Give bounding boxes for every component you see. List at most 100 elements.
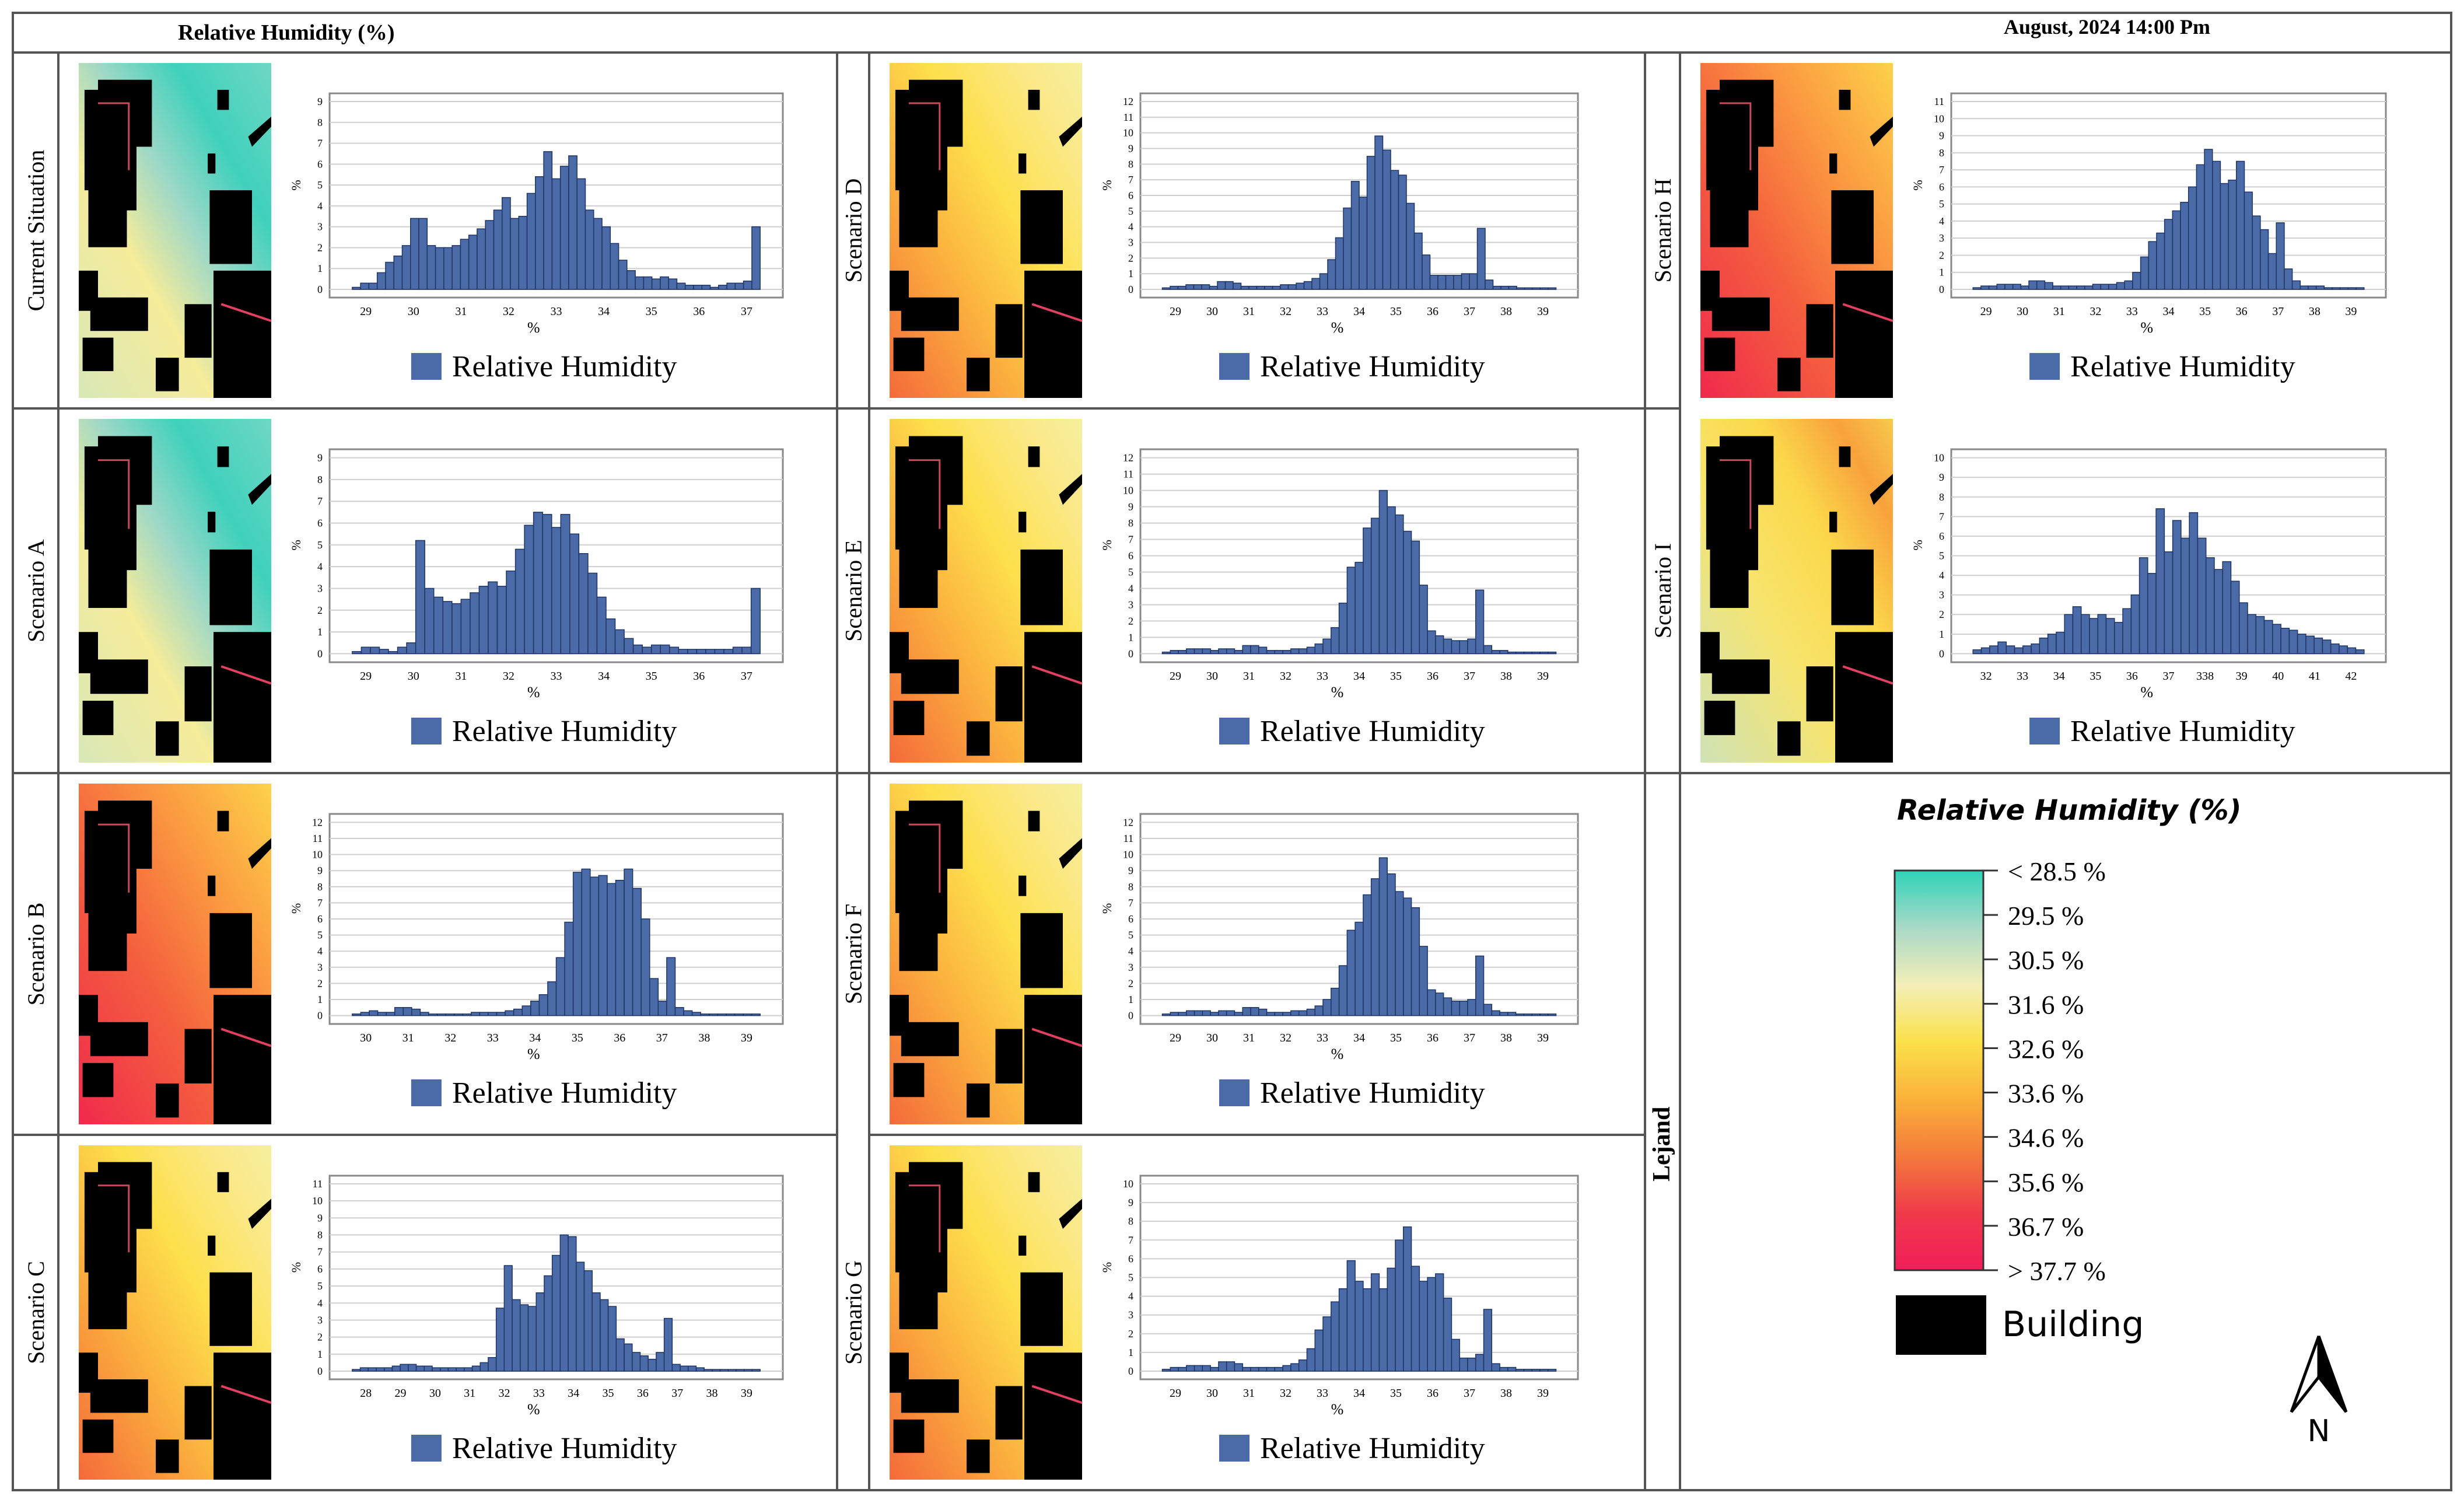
histogram-bar bbox=[1507, 651, 1517, 655]
y-tick-label: 12 bbox=[312, 816, 323, 828]
histogram-bar bbox=[751, 1013, 761, 1016]
histogram-bar bbox=[726, 282, 736, 290]
histogram-bar bbox=[2284, 268, 2293, 290]
histogram-bar bbox=[1193, 284, 1202, 290]
y-tick-label: 4 bbox=[317, 1297, 323, 1309]
x-tick-label: 35 bbox=[646, 305, 657, 318]
panel-label: Scenario I bbox=[1650, 543, 1676, 638]
y-axis-label: % bbox=[1100, 540, 1114, 550]
y-tick-label: 9 bbox=[317, 865, 323, 876]
histogram-bar bbox=[610, 243, 620, 290]
y-tick-label: 4 bbox=[1939, 215, 1944, 227]
histogram-bar bbox=[683, 1010, 693, 1016]
x-axis-label: % bbox=[2140, 684, 2153, 701]
y-tick-label: 5 bbox=[317, 179, 323, 191]
histogram-bar bbox=[1250, 1007, 1259, 1016]
x-tick-label: 32 bbox=[444, 1032, 456, 1044]
x-tick-label: 37 bbox=[2272, 305, 2284, 318]
x-tick-label: 29 bbox=[360, 670, 372, 683]
histogram-bar bbox=[1224, 281, 1234, 290]
panel-label: Scenario A bbox=[23, 539, 49, 642]
building-block bbox=[967, 721, 990, 756]
histogram-bar bbox=[2180, 537, 2190, 655]
histogram-bar bbox=[568, 1236, 577, 1372]
series-legend-label: Relative Humidity bbox=[452, 1076, 677, 1110]
y-tick-label: 6 bbox=[1939, 181, 1944, 193]
histogram-bar bbox=[542, 513, 552, 655]
y-tick-label: 1 bbox=[1128, 994, 1133, 1005]
histogram-bar bbox=[635, 276, 645, 290]
series-legend-label: Relative Humidity bbox=[452, 350, 677, 383]
histogram-bar bbox=[1467, 999, 1476, 1016]
y-tick-label: 6 bbox=[1128, 190, 1133, 201]
histogram-bar bbox=[732, 646, 743, 655]
figure-date: August, 2024 14:00 Pm bbox=[2004, 15, 2210, 39]
y-tick-label: 7 bbox=[317, 495, 323, 507]
building-block bbox=[909, 79, 963, 147]
x-tick-label: 34 bbox=[2163, 305, 2175, 318]
histogram-bar bbox=[524, 525, 534, 655]
histogram-bar bbox=[1469, 273, 1478, 290]
x-axis-label: % bbox=[527, 684, 540, 701]
legend-building-swatch bbox=[1896, 1295, 1986, 1355]
building-block bbox=[893, 1062, 925, 1097]
histogram-bar bbox=[2339, 645, 2348, 655]
y-tick-label: 10 bbox=[1934, 113, 1944, 124]
histogram-bar bbox=[462, 1013, 472, 1016]
histogram-bar bbox=[2036, 280, 2046, 290]
y-tick-label: 5 bbox=[317, 929, 323, 941]
histogram-bar bbox=[2028, 280, 2038, 290]
histogram-bar bbox=[406, 642, 416, 655]
histogram-bar bbox=[2255, 616, 2265, 655]
x-axis-label: % bbox=[2140, 319, 2153, 336]
histogram-bar bbox=[1539, 651, 1549, 655]
y-tick-label: 9 bbox=[1128, 1197, 1133, 1208]
x-tick-label: 37 bbox=[671, 1387, 683, 1400]
histogram-bar bbox=[1395, 1239, 1404, 1372]
histogram-bar bbox=[2188, 186, 2197, 290]
histogram-bar bbox=[1523, 651, 1532, 655]
x-axis-label: % bbox=[1331, 319, 1344, 336]
histogram-bar bbox=[410, 218, 419, 290]
series-legend-label: Relative Humidity bbox=[1260, 1076, 1485, 1110]
histogram-bar bbox=[2239, 602, 2248, 655]
rh-map bbox=[1700, 63, 1894, 398]
building-block bbox=[1020, 190, 1063, 264]
building-block bbox=[156, 721, 179, 756]
histogram-bar bbox=[2084, 285, 2094, 290]
histogram-bar bbox=[2056, 631, 2065, 655]
histogram-bar bbox=[2300, 285, 2309, 290]
histogram-bar bbox=[1290, 648, 1300, 655]
x-axis-label: % bbox=[527, 319, 540, 336]
histogram-bar bbox=[1319, 273, 1328, 290]
histogram-bar bbox=[447, 1367, 457, 1372]
building-block bbox=[1024, 270, 1082, 398]
histogram-bar bbox=[1997, 641, 2007, 655]
y-axis-label: % bbox=[1100, 903, 1114, 914]
histogram-bar bbox=[684, 285, 694, 290]
histogram-bar bbox=[478, 585, 489, 655]
legend-entry: 35.6 % bbox=[2008, 1168, 2084, 1197]
x-tick-label: 39 bbox=[2236, 670, 2248, 683]
histogram-bar bbox=[1226, 1361, 1236, 1372]
y-tick-label: 0 bbox=[317, 648, 323, 659]
histogram-bar bbox=[678, 649, 688, 655]
x-tick-label: 33 bbox=[1317, 1032, 1328, 1044]
x-tick-label: 39 bbox=[1537, 1387, 1549, 1400]
histogram-bar bbox=[1516, 287, 1525, 290]
y-tick-label: 9 bbox=[1128, 143, 1133, 155]
y-tick-label: 0 bbox=[317, 1010, 323, 1022]
y-tick-label: 4 bbox=[317, 200, 323, 212]
histogram-bar bbox=[1338, 1288, 1348, 1372]
histogram-bar bbox=[632, 644, 643, 655]
histogram-bar bbox=[1547, 1013, 1557, 1016]
x-axis-label: % bbox=[527, 1046, 540, 1062]
y-tick-label: 8 bbox=[317, 881, 323, 893]
x-tick-label: 39 bbox=[1537, 670, 1549, 683]
histogram-bar bbox=[1988, 285, 1998, 290]
y-tick-label: 2 bbox=[1128, 1328, 1133, 1340]
histogram-bar bbox=[714, 649, 724, 655]
y-tick-label: 3 bbox=[1128, 599, 1133, 610]
building-block bbox=[156, 1083, 179, 1118]
